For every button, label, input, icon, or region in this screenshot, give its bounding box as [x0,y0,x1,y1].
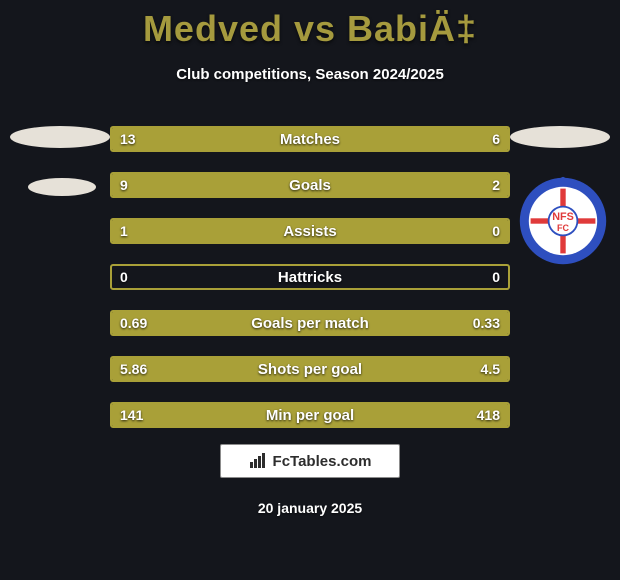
svg-text:NFS: NFS [552,211,574,223]
stat-row: 92Goals [110,172,510,198]
stat-row: 136Matches [110,126,510,152]
stat-row: 0 0Hattricks [110,264,510,290]
logo-text: FcTables.com [273,453,372,470]
stat-row: 10Assists [110,218,510,244]
stat-right-fill [381,128,508,150]
stat-right-fill [437,174,508,196]
stat-row: 0.690.33Goals per match [110,310,510,336]
stat-right-value: 0 [492,266,500,288]
stat-left-fill [112,128,381,150]
page-title: Medved vs BabiÄ‡ [0,0,620,50]
comparison-stats: 136Matches 92Goals 10Assists 0 0Hattricks 0.6… [110,126,510,448]
subtitle: Club competitions, Season 2024/2025 [0,66,620,83]
stat-left-fill [112,220,508,242]
fctables-logo: FcTables.com [220,444,400,478]
decorative-ellipse [510,126,610,148]
stat-row: 5.864.5Shots per goal [110,356,510,382]
stat-right-fill [211,404,508,426]
stat-row: 141418Min per goal [110,402,510,428]
stat-right-fill [381,312,508,334]
club-badge: NFS FC [518,176,608,266]
stat-left-fill [112,358,338,380]
stat-left-fill [112,312,381,334]
date-text: 20 january 2025 [0,500,620,516]
decorative-ellipse [28,178,96,196]
svg-text:FC: FC [557,223,569,233]
stat-right-fill [338,358,508,380]
stat-label: Hattricks [112,266,508,288]
stat-left-fill [112,404,211,426]
stat-left-value: 0 [120,266,128,288]
decorative-ellipse [10,126,110,148]
stat-left-fill [112,174,437,196]
chart-icon [249,452,267,470]
